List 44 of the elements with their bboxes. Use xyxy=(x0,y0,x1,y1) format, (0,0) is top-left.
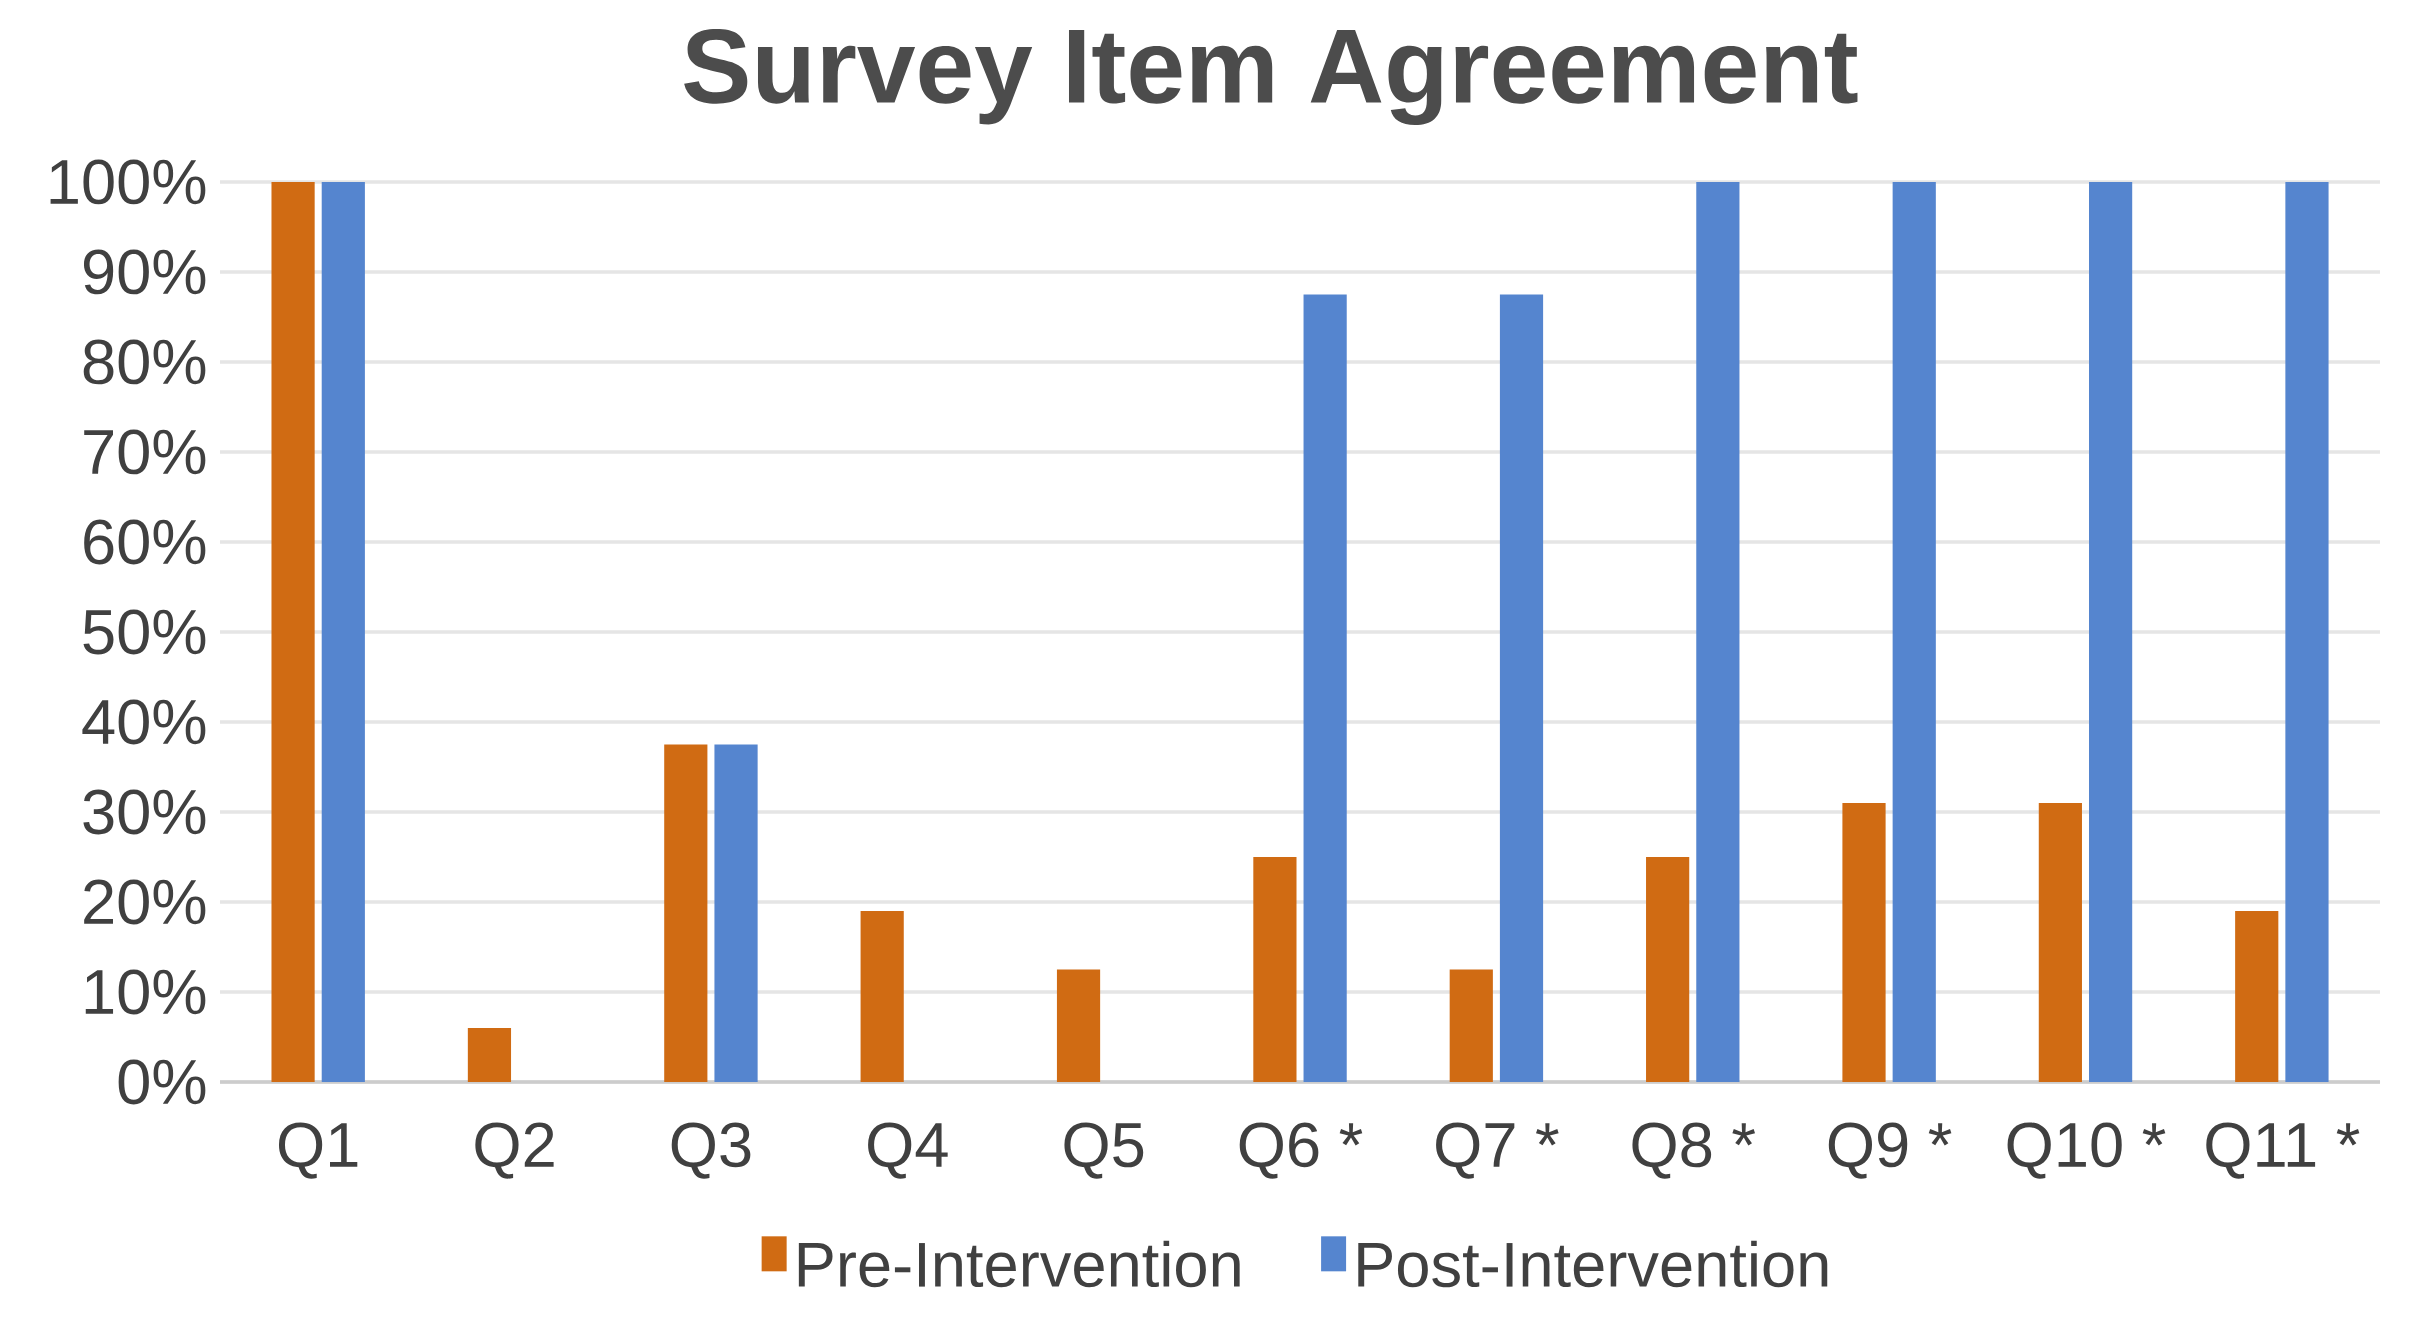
bar xyxy=(2235,910,2279,1082)
bar xyxy=(1646,856,1690,1082)
x-tick-label: Q11 * xyxy=(2206,1122,2360,1179)
bar xyxy=(1892,181,1936,1082)
y-tick-label: 60% xyxy=(84,519,206,565)
bar xyxy=(664,744,708,1082)
bar xyxy=(1056,969,1101,1082)
bar xyxy=(1449,969,1493,1082)
bar xyxy=(467,1028,512,1082)
bar xyxy=(2038,803,2082,1082)
y-tick-label: 20% xyxy=(84,879,206,925)
y-tick-label: 100% xyxy=(50,159,206,205)
bar xyxy=(1253,856,1297,1082)
bar xyxy=(1842,803,1886,1082)
x-tick-label: Q5 xyxy=(1064,1122,1144,1179)
x-tick-label: Q4 xyxy=(868,1122,948,1179)
x-tick-label: Q10 * xyxy=(2007,1122,2166,1179)
x-tick-label: Q1 xyxy=(278,1122,358,1179)
bar xyxy=(1303,294,1347,1082)
bar xyxy=(1499,294,1544,1082)
y-tick-label: 30% xyxy=(83,789,206,835)
x-tick-label: Q9 * xyxy=(1828,1122,1952,1179)
y-tick-label: 50% xyxy=(83,609,206,655)
x-tick-label: Q8 * xyxy=(1632,1122,1756,1179)
bar xyxy=(271,181,315,1082)
y-tick-label: 80% xyxy=(83,339,206,385)
y-tick-label: 10% xyxy=(85,969,206,1015)
bar xyxy=(2089,181,2133,1082)
x-tick-label: Q6 * xyxy=(1239,1122,1363,1179)
bar xyxy=(321,181,365,1082)
bar xyxy=(1696,181,1740,1082)
bar xyxy=(714,744,758,1082)
y-tick-label: 40% xyxy=(82,699,206,745)
bar xyxy=(860,910,904,1082)
y-tick-label: 90% xyxy=(83,249,206,295)
x-tick-label: Q3 xyxy=(671,1122,751,1179)
legend-label: Post-Intervention xyxy=(1358,1240,1828,1288)
y-tick-label: 70% xyxy=(84,429,206,475)
legend-label: Pre-Intervention xyxy=(798,1240,1240,1288)
y-tick-label: 0% xyxy=(118,1059,206,1105)
bar xyxy=(2285,181,2329,1082)
x-tick-label: Q7 * xyxy=(1436,1122,1559,1179)
chart-title: Survey Item Agreement xyxy=(684,28,1858,125)
x-tick-label: Q2 xyxy=(475,1122,554,1179)
